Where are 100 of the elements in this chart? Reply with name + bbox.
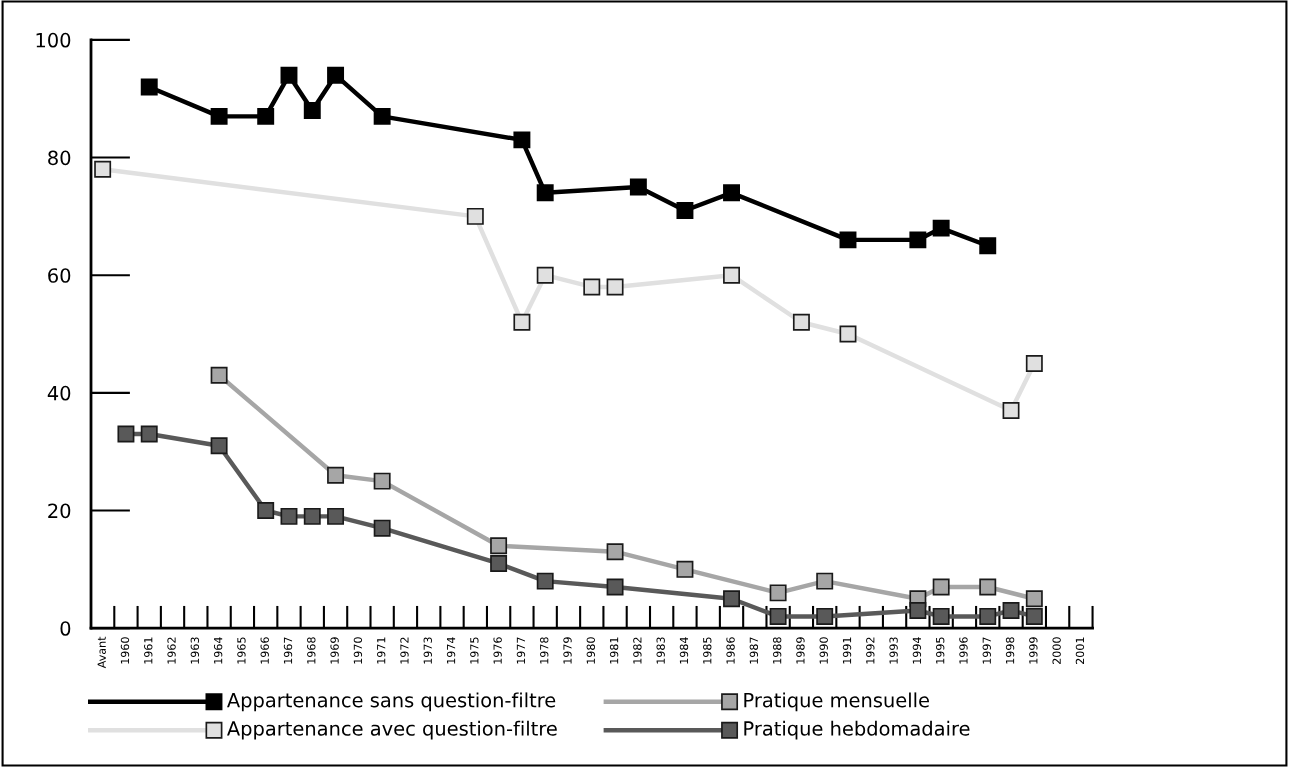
point bbox=[723, 590, 741, 608]
point bbox=[676, 202, 694, 219]
x-tick-label: 1984 bbox=[679, 637, 689, 664]
point bbox=[1025, 354, 1043, 372]
point bbox=[676, 560, 694, 578]
x-tick-label: 1998 bbox=[1005, 637, 1015, 664]
x-tick-label: 1977 bbox=[516, 637, 526, 664]
x-tick-label: 1988 bbox=[772, 637, 782, 664]
x-tick-label: 1986 bbox=[726, 637, 735, 664]
point bbox=[94, 160, 112, 178]
point bbox=[257, 107, 275, 125]
point bbox=[140, 78, 158, 96]
point bbox=[909, 602, 927, 619]
x-tick-label: 2000 bbox=[1052, 637, 1061, 664]
y-tick-label: 60 bbox=[48, 268, 71, 283]
point bbox=[140, 425, 158, 443]
y-tick-label: 0 bbox=[60, 621, 71, 636]
x-tick-label: 1980 bbox=[586, 637, 595, 664]
point bbox=[769, 607, 787, 625]
x-tick-label: 1973 bbox=[423, 637, 432, 664]
x-tick-label: 2001 bbox=[1075, 637, 1085, 664]
y-tick-label: 20 bbox=[48, 503, 71, 519]
x-tick-label: 1972 bbox=[400, 637, 409, 664]
x-tick-label: 1979 bbox=[563, 637, 572, 664]
point bbox=[210, 366, 228, 384]
point bbox=[536, 572, 554, 590]
point bbox=[839, 325, 857, 343]
x-tick-label: 1960 bbox=[120, 637, 130, 664]
point bbox=[932, 607, 950, 625]
x-tick-label: 1963 bbox=[190, 637, 200, 664]
point bbox=[466, 207, 484, 225]
x-tick-label: 1981 bbox=[609, 637, 619, 664]
y-tick-label: 80 bbox=[48, 150, 71, 166]
x-tick-label: 1983 bbox=[656, 637, 665, 664]
x-tick-label: 1992 bbox=[866, 637, 875, 664]
x-tick-label: 1997 bbox=[982, 637, 991, 664]
point bbox=[1025, 607, 1043, 625]
x-tick-label: 1999 bbox=[1029, 637, 1038, 664]
point bbox=[629, 178, 647, 196]
point bbox=[513, 131, 531, 149]
point bbox=[932, 219, 950, 237]
x-tick-label: 1989 bbox=[796, 637, 805, 664]
point bbox=[490, 554, 508, 572]
point bbox=[816, 572, 834, 590]
point bbox=[839, 231, 857, 249]
point bbox=[1002, 402, 1020, 419]
point bbox=[373, 472, 391, 490]
x-tick-label: 1976 bbox=[493, 637, 502, 664]
legend-label: Pratique hebdomadaire bbox=[744, 720, 970, 740]
y-tick-label: 40 bbox=[47, 385, 71, 401]
point bbox=[606, 543, 624, 561]
legend-label: Pratique mensuelle bbox=[744, 692, 929, 712]
x-tick-label: 1974 bbox=[446, 637, 456, 664]
point bbox=[327, 466, 345, 484]
point bbox=[606, 278, 624, 296]
legend-label: Appartenance sans question-filtre bbox=[227, 692, 556, 712]
x-tick-label: 1987 bbox=[749, 637, 759, 664]
x-tick-label: 1967 bbox=[283, 637, 293, 664]
x-tick-label: 1961 bbox=[144, 637, 153, 664]
x-tick-label: 1985 bbox=[703, 637, 712, 664]
point bbox=[536, 266, 554, 284]
x-tick-label: Avant bbox=[97, 636, 106, 669]
x-tick-label: 1982 bbox=[633, 637, 642, 664]
point bbox=[1002, 602, 1020, 619]
point bbox=[909, 231, 927, 249]
x-tick-label: 1991 bbox=[842, 637, 852, 664]
point bbox=[979, 607, 997, 625]
point bbox=[583, 278, 601, 296]
point bbox=[327, 66, 345, 84]
point bbox=[327, 507, 345, 525]
point bbox=[210, 437, 228, 455]
x-tick-label: 1995 bbox=[935, 637, 945, 664]
point bbox=[513, 313, 531, 331]
point bbox=[280, 507, 298, 525]
point bbox=[723, 266, 741, 284]
x-tick-label: 1966 bbox=[260, 637, 269, 664]
x-tick-label: 1964 bbox=[213, 637, 223, 664]
point bbox=[303, 507, 321, 525]
x-tick-label: 1970 bbox=[353, 637, 363, 664]
point bbox=[303, 102, 321, 119]
x-tick-label: 1971 bbox=[376, 637, 386, 664]
x-tick-label: 1993 bbox=[889, 637, 898, 664]
point bbox=[723, 184, 741, 202]
point bbox=[373, 107, 391, 125]
x-tick-label: 1996 bbox=[959, 637, 968, 664]
point bbox=[792, 313, 810, 331]
legend-label: Appartenance avec question-filtre bbox=[227, 720, 557, 740]
point bbox=[606, 578, 624, 596]
x-tick-label: 1965 bbox=[237, 637, 246, 664]
point bbox=[769, 584, 787, 602]
point bbox=[280, 66, 298, 84]
point bbox=[257, 502, 275, 519]
point bbox=[932, 578, 950, 596]
x-tick-label: 1990 bbox=[819, 637, 828, 664]
point bbox=[117, 425, 135, 443]
point bbox=[490, 537, 508, 555]
x-tick-label: 1962 bbox=[167, 637, 176, 664]
point bbox=[979, 578, 997, 596]
point bbox=[536, 184, 554, 202]
x-tick-label: 1975 bbox=[470, 637, 479, 664]
